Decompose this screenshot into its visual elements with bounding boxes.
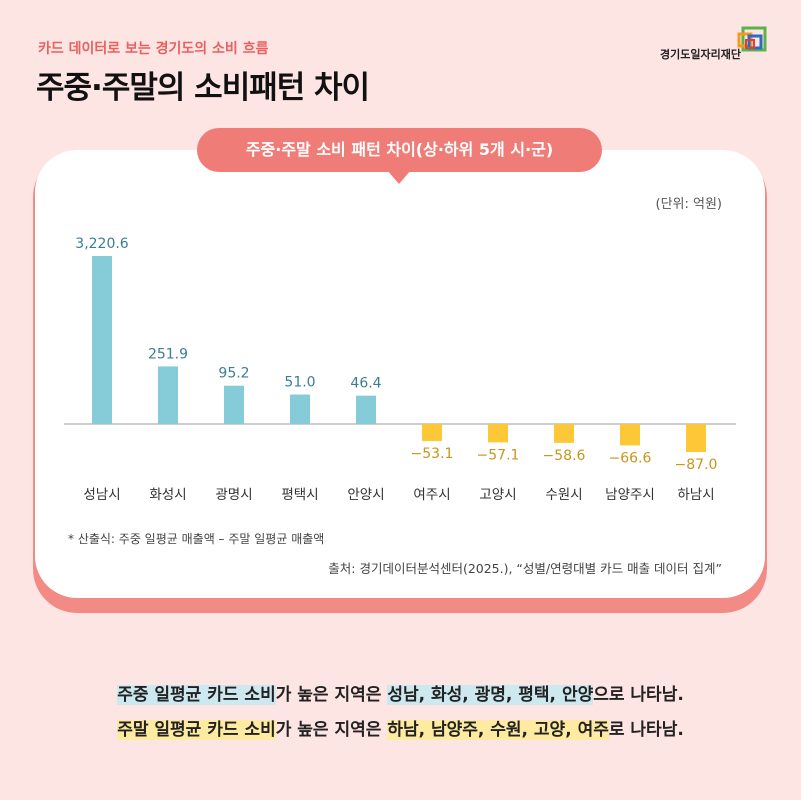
category-label: 남양주시	[605, 487, 655, 503]
logo: 경기도일자리재단	[660, 26, 770, 66]
bar-value-label: −66.6	[609, 450, 652, 466]
chart-unit: (단위: 억원)	[655, 197, 723, 212]
source-note: 출처: 경기데이터분석센터(2025.), “성별/연령대별 카드 매출 데이터…	[328, 561, 722, 576]
category-label: 성남시	[83, 487, 120, 503]
chart-card	[35, 150, 765, 598]
bar-3	[224, 385, 244, 424]
bar-5	[356, 395, 376, 424]
summary-weekend-highlight: 주말 일평균 카드 소비	[117, 720, 276, 740]
chart-title-tail	[387, 170, 411, 184]
bar-2	[158, 366, 178, 424]
bar-7	[488, 424, 508, 443]
logo-text: 경기도일자리재단	[660, 48, 741, 61]
summary-weekend-regions: 하남, 남양주, 수원, 고양, 여주	[387, 720, 609, 740]
page-title: 주중·주말의 소비패턴 차이	[36, 70, 370, 106]
category-label: 하남시	[677, 487, 714, 503]
category-label: 화성시	[149, 487, 186, 503]
footnote: * 산출식: 주중 일평균 매출액 – 주말 일평균 매출액	[68, 532, 325, 546]
category-label: 광명시	[215, 487, 252, 503]
logo-mark-icon	[737, 26, 767, 52]
category-label: 안양시	[347, 487, 384, 503]
category-label: 여주시	[413, 487, 450, 503]
bar-value-label: −87.0	[675, 457, 718, 473]
summary-weekday: 주중 일평균 카드 소비가 높은 지역은 성남, 화성, 광명, 평택, 안양으…	[0, 680, 801, 705]
summary-weekday-regions: 성남, 화성, 광명, 평택, 안양	[387, 685, 594, 705]
bar-value-label: 51.0	[284, 375, 315, 391]
bar-8	[554, 424, 574, 443]
summary-weekend: 주말 일평균 카드 소비가 높은 지역은 하남, 남양주, 수원, 고양, 여주…	[0, 715, 801, 740]
bar-4	[290, 394, 310, 424]
bar-10	[686, 424, 706, 452]
summary-weekday-end: 으로 나타남.	[593, 685, 684, 705]
bar-9	[620, 424, 640, 446]
bar-6	[422, 424, 442, 442]
bar-value-label: −57.1	[477, 447, 520, 463]
category-label: 평택시	[281, 487, 318, 503]
bar-value-label: 3,220.6	[75, 236, 129, 252]
category-label: 고양시	[479, 487, 516, 503]
summary-weekend-end: 로 나타남.	[608, 720, 684, 740]
chart-title: 주중·주말 소비 패턴 차이(상·하위 5개 시·군)	[197, 128, 602, 172]
category-label: 수원시	[545, 487, 582, 503]
bar-value-label: 95.2	[218, 366, 249, 382]
summary-weekend-mid: 가 높은 지역은	[275, 720, 388, 740]
summary-weekday-mid: 가 높은 지역은	[275, 685, 388, 705]
bar-value-label: −53.1	[411, 446, 454, 462]
bar-value-label: −58.6	[543, 448, 586, 464]
bar-value-label: 46.4	[350, 376, 381, 392]
summary-weekday-highlight: 주중 일평균 카드 소비	[117, 685, 276, 705]
bar-value-label: 251.9	[148, 346, 188, 362]
bar-1	[92, 256, 112, 424]
page-subtitle: 카드 데이터로 보는 경기도의 소비 흐름	[38, 41, 269, 57]
